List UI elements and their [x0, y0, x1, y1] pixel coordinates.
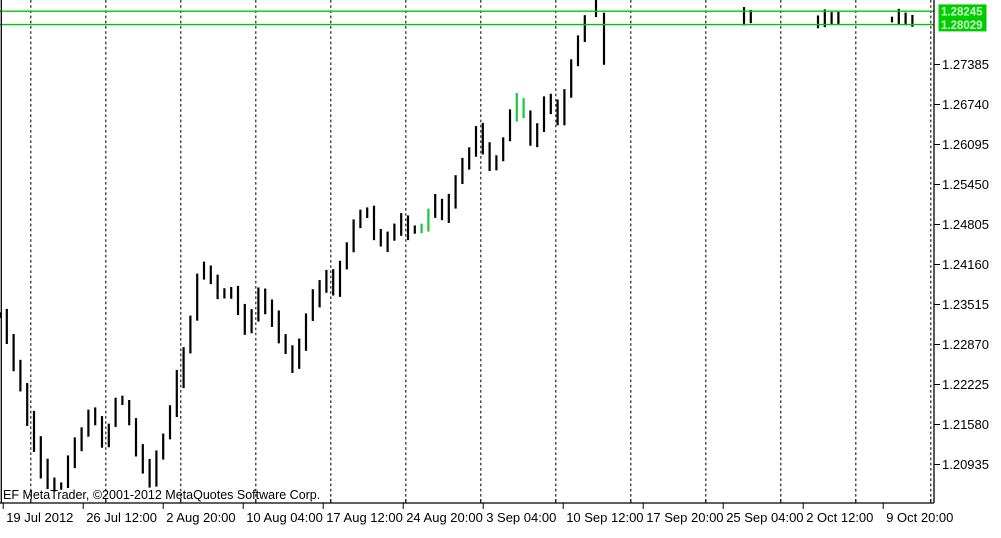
svg-text:24 Aug 20:00: 24 Aug 20:00 [406, 510, 483, 525]
svg-text:3 Sep 04:00: 3 Sep 04:00 [486, 510, 556, 525]
svg-text:26 Jul 12:00: 26 Jul 12:00 [86, 510, 157, 525]
svg-text:1.28029: 1.28029 [941, 20, 983, 32]
svg-text:1.27385: 1.27385 [942, 57, 989, 72]
svg-text:17 Aug 12:00: 17 Aug 12:00 [326, 510, 403, 525]
svg-text:2 Oct 12:00: 2 Oct 12:00 [806, 510, 873, 525]
svg-text:19 Jul 2012: 19 Jul 2012 [6, 510, 73, 525]
svg-text:1.22225: 1.22225 [942, 377, 989, 392]
svg-text:25 Sep 04:00: 25 Sep 04:00 [726, 510, 803, 525]
svg-text:1.21580: 1.21580 [942, 417, 989, 432]
svg-text:1.26095: 1.26095 [942, 137, 989, 152]
svg-text:1.26740: 1.26740 [942, 97, 989, 112]
svg-text:EF MetaTrader, ©2001-2012 Meta: EF MetaTrader, ©2001-2012 MetaQuotes Sof… [3, 488, 320, 502]
svg-text:1.25450: 1.25450 [942, 177, 989, 192]
svg-text:1.22870: 1.22870 [942, 337, 989, 352]
svg-text:1.28245: 1.28245 [941, 7, 983, 19]
svg-text:17 Sep 20:00: 17 Sep 20:00 [646, 510, 723, 525]
svg-text:10 Sep 12:00: 10 Sep 12:00 [566, 510, 643, 525]
svg-text:1.24160: 1.24160 [942, 257, 989, 272]
svg-text:2 Aug 20:00: 2 Aug 20:00 [166, 510, 235, 525]
svg-text:9 Oct 20:00: 9 Oct 20:00 [886, 510, 953, 525]
svg-text:1.23515: 1.23515 [942, 297, 989, 312]
svg-text:10 Aug 04:00: 10 Aug 04:00 [246, 510, 323, 525]
svg-text:1.24805: 1.24805 [942, 217, 989, 232]
svg-text:1.20935: 1.20935 [942, 457, 989, 472]
